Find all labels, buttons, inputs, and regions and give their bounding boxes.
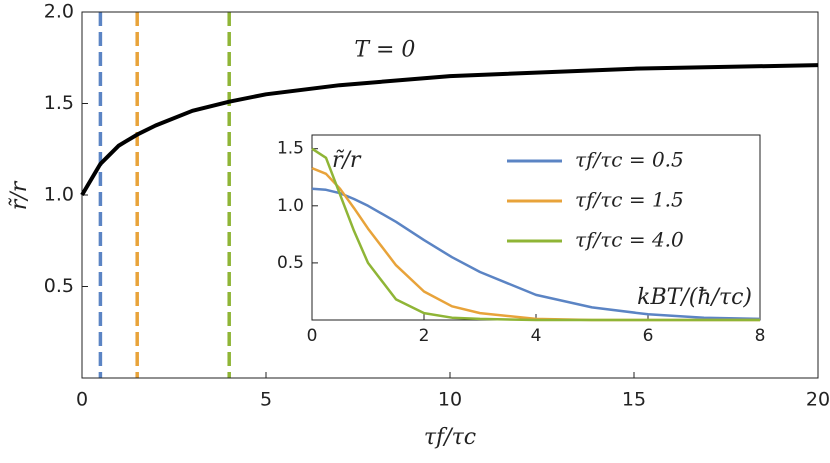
x-tick-label: 5 — [260, 389, 272, 411]
inset-x-label: kBT/(ħ/τc) — [637, 285, 752, 310]
series-line — [80, 63, 819, 197]
y-tick-label: 1.0 — [44, 184, 74, 206]
x-tick-label: 6 — [643, 326, 654, 346]
y-tick-label: 0.5 — [44, 275, 74, 297]
x-tick-label: 4 — [531, 326, 542, 346]
x-tick-label: 0 — [307, 326, 318, 346]
x-tick-label: 15 — [622, 389, 646, 411]
series-line — [311, 147, 760, 322]
series-line — [311, 187, 761, 321]
inset-y-label: r̃/r — [332, 148, 362, 173]
x-axis-label: τf/τc — [424, 425, 476, 450]
x-tick-label: 0 — [76, 389, 88, 411]
annotation: T = 0 — [354, 37, 415, 62]
x-tick-label: 20 — [806, 389, 830, 411]
y-tick-label: 1.5 — [277, 139, 304, 159]
y-tick-label: 0.5 — [277, 253, 304, 273]
legend-label: τf/τc = 4.0 — [575, 228, 684, 252]
y-tick-label: 2.0 — [44, 1, 74, 23]
x-tick-label: 2 — [419, 326, 430, 346]
y-tick-label: 1.0 — [277, 196, 304, 216]
y-axis-label: r̃/r — [7, 180, 32, 210]
legend-label: τf/τc = 0.5 — [575, 148, 684, 172]
x-tick-label: 10 — [438, 389, 462, 411]
legend-label: τf/τc = 1.5 — [575, 188, 684, 212]
x-tick-label: 8 — [755, 326, 766, 346]
y-tick-label: 1.5 — [44, 92, 74, 114]
